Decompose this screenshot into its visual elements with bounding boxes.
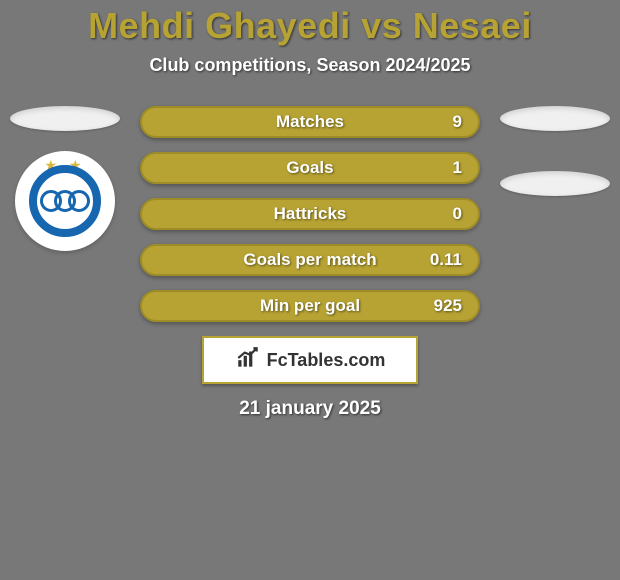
stat-value: 925 bbox=[434, 296, 462, 316]
badge-inner-rings bbox=[44, 190, 86, 212]
chart-icon bbox=[235, 345, 261, 376]
infographic-container: Mehdi Ghayedi vs Nesaei Club competition… bbox=[0, 0, 620, 580]
badge-outer-ring bbox=[29, 165, 101, 237]
date-label: 21 january 2025 bbox=[0, 398, 620, 420]
content-area: ★ ★ Matches 9 Goals 1 Hattricks 0 Goals per ma… bbox=[0, 106, 620, 420]
left-club-badge: ★ ★ bbox=[15, 151, 115, 251]
stat-value: 9 bbox=[453, 112, 462, 132]
right-player-ellipse bbox=[500, 106, 610, 131]
stat-label: Goals per match bbox=[243, 250, 376, 270]
stat-bar: Goals per match 0.11 bbox=[140, 244, 480, 276]
subtitle: Club competitions, Season 2024/2025 bbox=[0, 55, 620, 76]
stat-label: Goals bbox=[286, 158, 333, 178]
stat-bar: Min per goal 925 bbox=[140, 290, 480, 322]
stat-label: Min per goal bbox=[260, 296, 360, 316]
left-player-column: ★ ★ bbox=[5, 106, 125, 251]
stats-bars: Matches 9 Goals 1 Hattricks 0 Goals per match 0… bbox=[140, 106, 480, 322]
ring-icon bbox=[68, 190, 90, 212]
right-player-column bbox=[495, 106, 615, 216]
brand-label: FcTables.com bbox=[267, 350, 386, 371]
stat-value: 0.11 bbox=[430, 250, 462, 270]
stat-bar: Hattricks 0 bbox=[140, 198, 480, 230]
stat-value: 0 bbox=[453, 204, 462, 224]
brand-box: FcTables.com bbox=[202, 336, 418, 384]
stat-label: Hattricks bbox=[274, 204, 347, 224]
stat-bar: Goals 1 bbox=[140, 152, 480, 184]
stat-bar: Matches 9 bbox=[140, 106, 480, 138]
stat-value: 1 bbox=[453, 158, 462, 178]
page-title: Mehdi Ghayedi vs Nesaei bbox=[0, 5, 620, 47]
stat-label: Matches bbox=[276, 112, 344, 132]
left-player-ellipse bbox=[10, 106, 120, 131]
right-club-ellipse bbox=[500, 171, 610, 196]
